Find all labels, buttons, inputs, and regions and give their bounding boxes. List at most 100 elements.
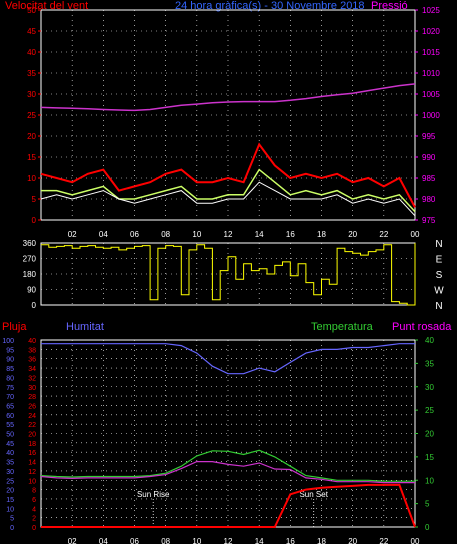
rain-tick-label: 30 [28, 385, 36, 392]
pressure-tick-label: 985 [422, 174, 436, 183]
compass-tick-label: E [436, 255, 443, 266]
wind-x-tick-label: 08 [161, 230, 170, 239]
wind-tick-label: 35 [27, 69, 36, 78]
pressure-tick-label: 1020 [422, 27, 440, 36]
humidity-tick-label: 25 [6, 478, 14, 485]
compass-tick-label: N [435, 239, 442, 250]
temperature-tick-label: 25 [425, 406, 434, 415]
rain-tick-label: 22 [28, 422, 36, 429]
temperature-tick-label: 10 [425, 476, 434, 485]
pressure-tick-label: 1005 [422, 90, 440, 99]
met-x-tick-label: 06 [130, 537, 139, 544]
humidity-tick-label: 5 [10, 516, 14, 523]
met-x-tick-label: 20 [348, 537, 357, 544]
compass-tick-label: W [434, 286, 444, 297]
wind-x-tick-label: 14 [255, 230, 264, 239]
humidity-tick-label: 100 [2, 338, 14, 345]
temperature-series-line [40, 449, 415, 482]
compass-tick-label: S [436, 270, 443, 281]
met-x-tick-label: 02 [68, 537, 77, 544]
rain-tick-label: 2 [32, 516, 36, 523]
direction-tick-label: 360 [23, 239, 37, 248]
humidity-tick-label: 65 [6, 403, 14, 410]
direction-tick-label: 180 [23, 270, 37, 279]
rain-tick-label: 38 [28, 347, 36, 354]
pressure-tick-label: 990 [422, 153, 436, 162]
wind-tick-label: 15 [27, 153, 36, 162]
wind-tick-label: 45 [27, 27, 36, 36]
wind-x-tick-label: 00 [411, 230, 420, 239]
humidity-tick-label: 95 [6, 347, 14, 354]
temperature-tick-label: 20 [425, 430, 434, 439]
humidity-tick-label: 90 [6, 357, 14, 364]
rain-axis-title: Pluja [2, 321, 27, 333]
met-x-tick-label: 14 [255, 537, 264, 544]
wind-tick-label: 25 [27, 111, 36, 120]
direction-tick-label: 270 [23, 255, 37, 264]
humidity-tick-label: 0 [10, 525, 14, 532]
humidity-tick-label: 20 [6, 488, 14, 495]
wind-tick-label: 5 [32, 195, 37, 204]
wind-tick-label: 20 [27, 132, 36, 141]
direction-tick-label: 0 [32, 301, 37, 310]
temperature-tick-label: 35 [425, 359, 434, 368]
wind-tick-label: 10 [27, 174, 36, 183]
pressure-tick-label: 1000 [422, 111, 440, 120]
avg-wind-series-line [41, 168, 416, 213]
met-x-tick-label: 10 [192, 537, 201, 544]
met-x-tick-label: 16 [286, 537, 295, 544]
pressure-tick-label: 980 [422, 195, 436, 204]
date-title: 24 hora gràfica(s) - 30 Novembre 2018 [175, 0, 365, 12]
temperature-tick-label: 0 [425, 523, 430, 532]
rain-tick-label: 34 [28, 366, 36, 373]
humidity-tick-label: 15 [6, 497, 14, 504]
wind-x-tick-label: 04 [99, 230, 108, 239]
humidity-tick-label: 40 [6, 450, 14, 457]
rain-series-line [41, 483, 416, 528]
wind-tick-label: 50 [27, 6, 36, 15]
humidity-tick-label: 60 [6, 413, 14, 420]
rain-tick-label: 10 [28, 478, 36, 485]
temperature-tick-label: 30 [425, 383, 434, 392]
direction-tick-label: 90 [27, 286, 36, 295]
wind-x-tick-label: 10 [192, 230, 201, 239]
temperature-tick-label: 5 [425, 500, 430, 509]
pressure-tick-label: 1025 [422, 6, 440, 15]
wind-x-tick-label: 16 [286, 230, 295, 239]
direction-series-line [41, 243, 416, 306]
dewpoint-axis-title: Punt rosada [392, 321, 452, 333]
rain-tick-label: 12 [28, 469, 36, 476]
sun-annotation-label: Sun Set [299, 490, 328, 499]
humidity-tick-label: 70 [6, 394, 14, 401]
wind-x-tick-label: 20 [348, 230, 357, 239]
humidity-tick-label: 30 [6, 469, 14, 476]
rain-tick-label: 28 [28, 394, 36, 401]
rain-tick-label: 16 [28, 450, 36, 457]
rain-tick-label: 14 [28, 460, 36, 467]
humidity-tick-label: 45 [6, 441, 14, 448]
rain-tick-label: 4 [32, 506, 36, 513]
humidity-tick-label: 85 [6, 366, 14, 373]
humidity-tick-label: 35 [6, 460, 14, 467]
rain-tick-label: 24 [28, 413, 36, 420]
met-x-tick-label: 04 [99, 537, 108, 544]
humidity-tick-label: 55 [6, 422, 14, 429]
wind-series-line [40, 181, 416, 217]
wind-x-tick-label: 02 [68, 230, 77, 239]
pressure-title: Pressió [371, 0, 408, 12]
rain-tick-label: 40 [28, 338, 36, 345]
rain-tick-label: 32 [28, 375, 36, 382]
pressure-tick-label: 1010 [422, 69, 440, 78]
humidity-tick-label: 80 [6, 375, 14, 382]
met-x-tick-label: 18 [317, 537, 326, 544]
compass-tick-label: N [435, 301, 442, 312]
rain-tick-label: 6 [32, 497, 36, 504]
wind-x-tick-label: 12 [224, 230, 233, 239]
dewpoint-series-line [40, 461, 415, 484]
gust-series-line [40, 142, 416, 208]
rain-tick-label: 20 [28, 432, 36, 439]
sun-annotation-label: Sun Rise [137, 490, 170, 499]
met-x-tick-label: 12 [224, 537, 233, 544]
